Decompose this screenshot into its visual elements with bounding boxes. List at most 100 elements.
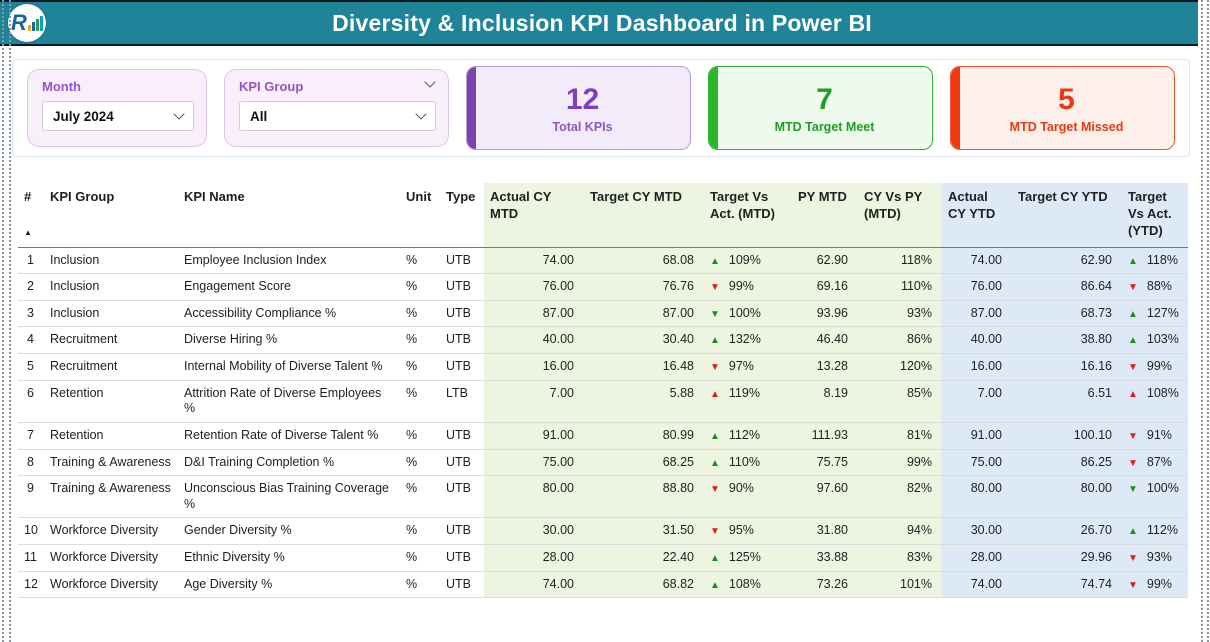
table-row[interactable]: 9 Training & Awareness Unconscious Bias Tr… bbox=[18, 475, 1188, 519]
table-row[interactable]: 6 Retention Attrition Rate of Diverse Empl… bbox=[18, 380, 1188, 423]
cell-actual-cy-ytd: 7.00 bbox=[942, 380, 1012, 423]
cell-index: 5 bbox=[18, 353, 44, 381]
cell-cy-vs-py-mtd: 81% bbox=[858, 422, 942, 450]
cell-target-cy-mtd: 88.80 bbox=[584, 475, 704, 519]
filter-kpi-panel: Month July 2024 KPI Group All 12 Total K… bbox=[12, 59, 1190, 157]
cell-kpi-name: Attrition Rate of Diverse Employees % bbox=[178, 380, 400, 423]
canvas-edge-right-outer bbox=[1207, 0, 1209, 642]
col-header-index[interactable]: # ▲ bbox=[18, 183, 44, 248]
variance-value: 99% bbox=[1146, 359, 1172, 373]
total-kpis-value: 12 bbox=[565, 82, 600, 116]
total-kpis-card[interactable]: 12 Total KPIs bbox=[466, 66, 691, 150]
col-header-target-cy-ytd[interactable]: Target CY YTD bbox=[1012, 183, 1122, 248]
cell-target-cy-mtd: 68.25 bbox=[584, 449, 704, 477]
cell-target-cy-mtd: 31.50 bbox=[584, 517, 704, 545]
col-header-cy-vs-py-mtd[interactable]: CY Vs PY (MTD) bbox=[858, 183, 942, 248]
cell-actual-cy-mtd: 30.00 bbox=[484, 517, 584, 545]
up-arrow-icon: ▲ bbox=[710, 388, 720, 400]
cell-actual-cy-mtd: 75.00 bbox=[484, 449, 584, 477]
down-arrow-icon: ▼ bbox=[710, 308, 720, 320]
cell-py-mtd: 75.75 bbox=[792, 449, 858, 477]
cell-cy-vs-py-mtd: 120% bbox=[858, 353, 942, 381]
up-arrow-icon: ▲ bbox=[710, 553, 720, 564]
col-header-actual-cy-mtd[interactable]: Actual CY MTD bbox=[484, 183, 584, 248]
cell-target-cy-mtd: 5.88 bbox=[584, 380, 704, 423]
cell-actual-cy-ytd: 74.00 bbox=[942, 571, 1012, 599]
cell-kpi-group: Workforce Diversity bbox=[44, 517, 178, 545]
table-row[interactable]: 2 Inclusion Engagement Score% UTB 76.00 76.76… bbox=[18, 273, 1188, 301]
cell-actual-cy-mtd: 7.00 bbox=[484, 380, 584, 423]
mtd-target-meet-value: 7 bbox=[816, 82, 833, 116]
variance-value: 95% bbox=[728, 523, 754, 538]
up-arrow-icon: ▲ bbox=[710, 335, 720, 347]
cell-cy-vs-py-mtd: 82% bbox=[858, 475, 942, 519]
variance-value: 118% bbox=[1146, 252, 1178, 267]
cell-kpi-group: Inclusion bbox=[44, 273, 178, 301]
variance-value: 99% bbox=[1146, 576, 1172, 591]
table-row[interactable]: 10 Workforce Diversity Gender Diversity %%… bbox=[18, 517, 1188, 545]
mtd-target-meet-card[interactable]: 7 MTD Target Meet bbox=[708, 66, 933, 150]
variance-value: 103% bbox=[1146, 332, 1179, 347]
variance-value: 97% bbox=[728, 359, 754, 373]
cell-target-cy-mtd: 16.48 bbox=[584, 353, 704, 381]
variance-value: 109% bbox=[728, 252, 761, 267]
sort-ascending-icon[interactable]: ▲ bbox=[24, 227, 32, 237]
variance-value: 90% bbox=[728, 481, 754, 496]
cell-actual-cy-ytd: 30.00 bbox=[942, 517, 1012, 545]
cell-target-vs-act-mtd: ▲ 110% bbox=[704, 449, 792, 477]
cell-target-cy-ytd: 16.16 bbox=[1012, 353, 1122, 381]
up-arrow-icon: ▲ bbox=[1128, 526, 1138, 538]
cell-target-vs-act-ytd: ▲ 103% bbox=[1122, 326, 1188, 354]
table-row[interactable]: 3 Inclusion Accessibility Compliance %% UTB… bbox=[18, 300, 1188, 328]
table-row[interactable]: 12 Workforce Diversity Age Diversity %% UTB… bbox=[18, 571, 1188, 599]
cell-cy-vs-py-mtd: 93% bbox=[858, 300, 942, 328]
month-dropdown[interactable]: July 2024 bbox=[42, 101, 194, 131]
col-header-unit[interactable]: Unit bbox=[400, 183, 440, 248]
chevron-down-icon[interactable] bbox=[173, 108, 185, 120]
cell-actual-cy-ytd: 80.00 bbox=[942, 475, 1012, 519]
chevron-down-icon[interactable] bbox=[415, 108, 427, 120]
cell-target-cy-ytd: 62.90 bbox=[1012, 247, 1122, 275]
up-arrow-icon: ▲ bbox=[1128, 335, 1138, 347]
col-header-py-mtd[interactable]: PY MTD bbox=[792, 183, 858, 248]
table-row[interactable]: 1 Inclusion Employee Inclusion Index% UTB 74… bbox=[18, 247, 1188, 275]
col-header-actual-cy-ytd[interactable]: Actual CY YTD bbox=[942, 183, 1012, 248]
cell-index: 12 bbox=[18, 571, 44, 599]
cell-cy-vs-py-mtd: 94% bbox=[858, 517, 942, 545]
cell-target-vs-act-ytd: ▼ 100% bbox=[1122, 475, 1188, 519]
kpi-group-dropdown[interactable]: All bbox=[239, 101, 436, 131]
cell-index: 6 bbox=[18, 380, 44, 423]
cell-target-vs-act-mtd: ▲ 112% bbox=[704, 422, 792, 450]
col-header-target-cy-mtd[interactable]: Target CY MTD bbox=[584, 183, 704, 248]
cell-actual-cy-mtd: 87.00 bbox=[484, 300, 584, 328]
col-header-type[interactable]: Type bbox=[440, 183, 484, 248]
col-header-kpi-name[interactable]: KPI Name bbox=[178, 183, 400, 248]
cell-cy-vs-py-mtd: 86% bbox=[858, 326, 942, 354]
kpi-group-slicer: KPI Group All bbox=[224, 69, 449, 147]
table-row[interactable]: 7 Retention Retention Rate of Diverse Tale… bbox=[18, 422, 1188, 450]
month-dropdown-value: July 2024 bbox=[53, 108, 114, 124]
table-row[interactable]: 8 Training & Awareness D&I Training Comple… bbox=[18, 449, 1188, 477]
table-row[interactable]: 11 Workforce Diversity Ethnic Diversity %%… bbox=[18, 544, 1188, 572]
mtd-target-missed-card[interactable]: 5 MTD Target Missed bbox=[950, 66, 1175, 150]
cell-actual-cy-mtd: 74.00 bbox=[484, 571, 584, 599]
cell-target-cy-mtd: 68.82 bbox=[584, 571, 704, 599]
kpi-table-body: 1 Inclusion Employee Inclusion Index% UTB 74… bbox=[18, 247, 1188, 599]
cell-unit: % bbox=[400, 353, 440, 381]
table-row[interactable]: 4 Recruitment Diverse Hiring %% UTB 40.00 30.… bbox=[18, 326, 1188, 354]
cell-actual-cy-mtd: 16.00 bbox=[484, 353, 584, 381]
cell-target-cy-ytd: 29.96 bbox=[1012, 544, 1122, 572]
col-header-target-vs-act-ytd[interactable]: Target Vs Act. (YTD) bbox=[1122, 183, 1188, 248]
cell-unit: % bbox=[400, 544, 440, 572]
cell-type: UTB bbox=[440, 422, 484, 450]
cell-py-mtd: 13.28 bbox=[792, 353, 858, 381]
cell-kpi-name: Diverse Hiring % bbox=[178, 326, 400, 354]
table-header-row: # ▲ KPI Group KPI Name Unit Type Actual … bbox=[18, 183, 1188, 248]
col-header-kpi-group[interactable]: KPI Group bbox=[44, 183, 178, 248]
table-row[interactable]: 5 Recruitment Internal Mobility of Diverse… bbox=[18, 353, 1188, 381]
variance-value: 91% bbox=[1146, 427, 1172, 442]
cell-kpi-name: Engagement Score bbox=[178, 273, 400, 301]
cell-target-vs-act-mtd: ▲ 125% bbox=[704, 544, 792, 572]
cell-target-cy-ytd: 100.10 bbox=[1012, 422, 1122, 450]
col-header-target-vs-act-mtd[interactable]: Target Vs Act. (MTD) bbox=[704, 183, 792, 248]
